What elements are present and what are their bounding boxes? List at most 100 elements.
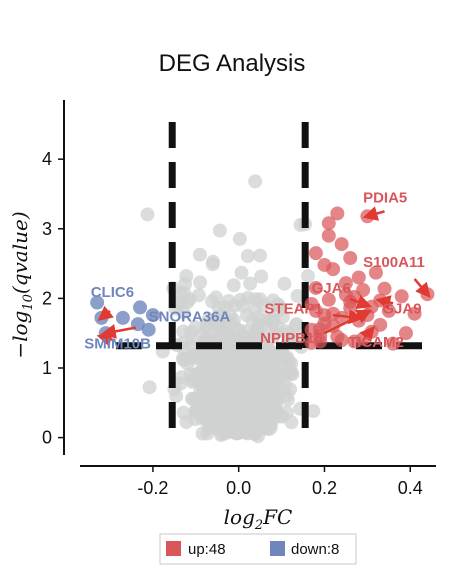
chart-title: DEG Analysis	[159, 50, 306, 77]
ns-point	[234, 265, 249, 280]
ns-point	[188, 412, 203, 427]
ns-point	[267, 326, 282, 341]
gene-label-gja9: GJA9	[382, 301, 421, 318]
up-point	[321, 292, 336, 307]
gene-label-steap1: STEAP1	[264, 301, 322, 318]
up-point	[398, 326, 413, 341]
ns-point	[253, 248, 268, 263]
up-point	[313, 328, 328, 343]
y-ticks: 0 1 2 3 4	[42, 149, 64, 448]
gene-labels: PDIA5 S100A11 GJA6 STEAP1 GJA9 NPIPB15 TICAM2 C…	[84, 189, 425, 352]
ns-point	[254, 269, 269, 284]
ns-point	[274, 370, 289, 385]
ns-point	[252, 396, 267, 411]
arrow-clic6	[97, 305, 114, 322]
y-tick-label: 0	[42, 428, 52, 448]
up-point	[351, 270, 366, 285]
nonsignificant-points	[140, 174, 321, 444]
down-point	[133, 300, 148, 315]
ns-point	[290, 289, 305, 303]
legend: up:48 down:8	[159, 533, 357, 565]
ns-point	[265, 315, 280, 330]
down-point	[115, 310, 130, 325]
ns-point	[306, 404, 321, 419]
y-tick-label: 1	[42, 358, 52, 378]
legend-box	[159, 533, 357, 565]
gene-label-snora36a: SNORA36A	[149, 308, 231, 325]
arrow-s100a11	[413, 278, 431, 299]
ns-point	[179, 269, 194, 283]
up-point	[338, 276, 353, 291]
threshold-lines	[116, 122, 422, 441]
up-point	[304, 296, 319, 311]
up-point	[330, 206, 345, 221]
ns-point	[289, 318, 303, 333]
ns-point	[232, 231, 247, 246]
ns-point	[230, 415, 244, 430]
ns-point	[226, 394, 241, 409]
ns-point	[232, 365, 247, 380]
y-axis-title: −log10(qvalue)	[8, 211, 36, 358]
down-point	[141, 322, 156, 337]
ns-point	[240, 353, 255, 368]
legend-swatch-down	[270, 541, 285, 556]
arrow-gja9	[375, 295, 394, 310]
up-point	[373, 317, 388, 332]
ns-point	[142, 380, 157, 395]
legend-swatch-up	[166, 541, 181, 556]
arrow-ticam2	[359, 325, 375, 343]
arrow-smim10b	[96, 332, 115, 347]
ns-point	[200, 426, 215, 441]
gene-label-npipb15: NPIPB15	[260, 330, 323, 347]
ns-point	[191, 288, 206, 303]
x-tick-label: -0.2	[137, 478, 168, 498]
arrow-gja6	[349, 294, 373, 309]
ns-point	[218, 407, 233, 422]
ns-point	[243, 276, 258, 291]
x-axis-title: log2FC	[224, 505, 293, 533]
ns-point	[226, 278, 241, 293]
up-point	[368, 265, 383, 280]
ns-point	[188, 320, 203, 335]
up-point	[317, 308, 332, 323]
ns-point	[236, 298, 251, 313]
ns-point	[258, 358, 273, 373]
x-tick-label: 0.0	[226, 478, 251, 498]
up-point	[308, 280, 323, 295]
ns-point	[197, 396, 212, 411]
ns-point	[169, 389, 184, 404]
ns-point	[195, 380, 210, 395]
up-point	[377, 281, 392, 296]
arrow-npipb15	[323, 309, 372, 335]
ns-point	[269, 389, 284, 404]
up-point	[407, 306, 422, 321]
label-arrows	[96, 206, 431, 347]
gene-label-smim10b: SMIM10B	[84, 336, 151, 353]
up-point	[321, 228, 336, 243]
gene-label-ticam2: TICAM2	[348, 334, 404, 351]
ns-point	[277, 276, 292, 291]
up-point	[338, 287, 353, 302]
ns-point	[270, 298, 285, 313]
ns-point	[196, 350, 211, 365]
ns-point	[214, 376, 229, 391]
ns-point	[251, 325, 266, 340]
up-point	[334, 237, 349, 252]
ns-point	[177, 285, 192, 300]
down-point	[145, 308, 160, 323]
ns-point	[211, 300, 226, 315]
ns-point	[185, 391, 199, 406]
ns-point	[241, 409, 256, 424]
y-tick-label: 3	[42, 219, 52, 239]
ns-point	[283, 382, 298, 397]
up-point	[334, 333, 349, 348]
legend-label-down: down:8	[291, 541, 339, 558]
ns-point	[285, 367, 300, 382]
ns-point	[185, 332, 199, 347]
ns-point	[140, 207, 155, 222]
legend-label-up: up:48	[188, 541, 226, 558]
x-tick-label: 0.4	[398, 478, 423, 498]
gene-label-clic6: CLIC6	[91, 284, 134, 301]
ns-point	[206, 367, 221, 382]
gene-label-gja6: GJA6	[312, 280, 351, 297]
